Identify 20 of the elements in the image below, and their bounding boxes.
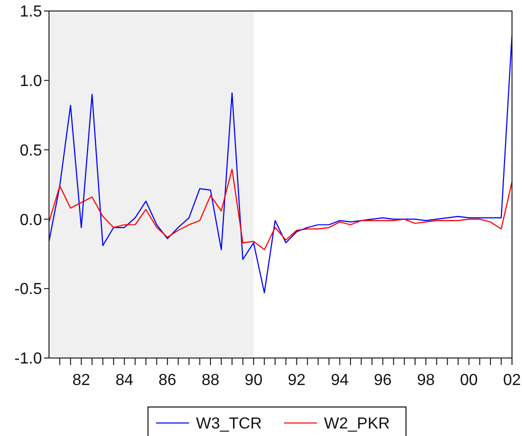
x-tick-label: 98 <box>416 372 435 389</box>
legend-label: W3_TCR <box>196 416 262 433</box>
x-tick-label: 00 <box>460 372 478 389</box>
y-tick-label: 1.0 <box>20 73 42 90</box>
x-tick-label: 84 <box>115 372 134 389</box>
y-tick-label: 0.5 <box>20 142 42 160</box>
x-tick-label: 90 <box>244 372 263 389</box>
x-tick-label: 96 <box>374 372 392 389</box>
y-tick-label: 1.5 <box>20 4 42 21</box>
y-tick-label: 0.0 <box>20 212 42 229</box>
legend-label: W2_PKR <box>324 416 390 433</box>
x-tick-label: 94 <box>330 372 349 389</box>
x-tick-label: 82 <box>72 372 90 389</box>
x-tick-label: 86 <box>158 372 176 389</box>
line-series <box>48 168 513 250</box>
x-tick-label: 92 <box>288 372 306 389</box>
x-tick-label: 88 <box>202 372 220 389</box>
y-tick-label: -1.0 <box>14 350 42 368</box>
y-tick-label: -0.5 <box>14 281 42 298</box>
x-tick-label: 02 <box>503 372 521 389</box>
